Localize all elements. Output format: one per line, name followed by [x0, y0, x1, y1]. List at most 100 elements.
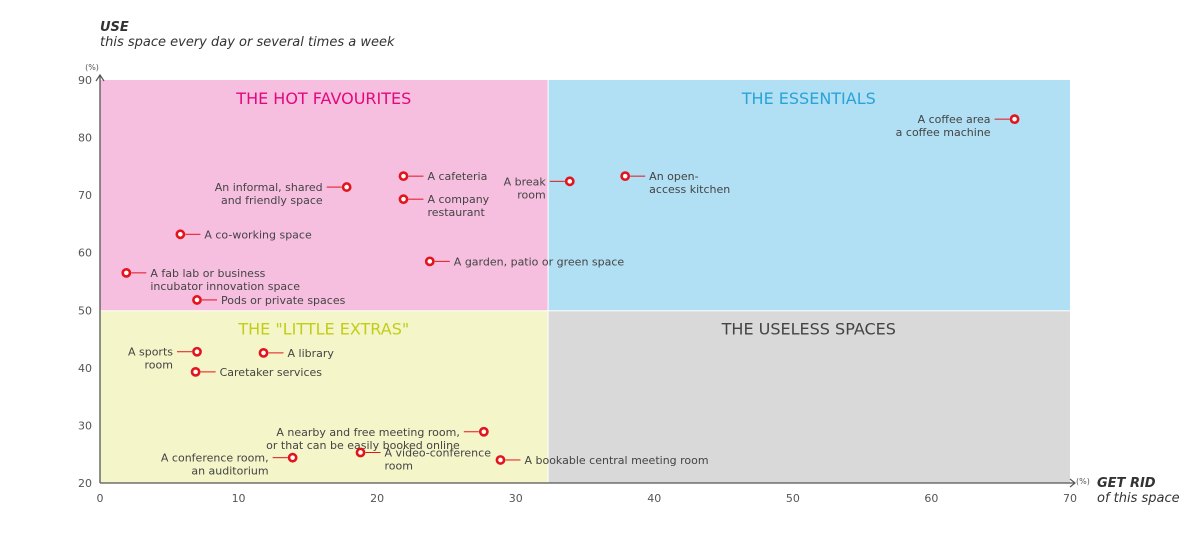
point-label: An informal, shared and friendly space	[215, 181, 323, 207]
y-axis-unit: (%)	[85, 63, 99, 72]
point-label-line: a coffee machine	[896, 126, 991, 139]
y-tick-label: 20	[78, 477, 92, 490]
quadrant-title: THE ESSENTIALS	[741, 89, 876, 108]
point-label-line: or that can be easily booked online	[266, 439, 460, 452]
data-point: A conference room, an auditorium	[161, 452, 298, 478]
point-label-line: Caretaker services	[220, 366, 323, 379]
point-label-line: room	[517, 188, 545, 201]
point-label: A coffee area a coffee machine	[896, 113, 991, 139]
data-point: An open-access kitchen	[620, 170, 730, 196]
point-label: An open-access kitchen	[649, 170, 730, 196]
data-point: A break room	[504, 175, 575, 201]
x-tick-label: 30	[509, 492, 523, 505]
point-label-line: A company	[427, 193, 489, 206]
point-label: Pods or private spaces	[221, 294, 346, 307]
data-point: Caretaker services	[190, 366, 323, 379]
y-tick-label: 90	[78, 74, 92, 87]
point-marker	[424, 256, 435, 267]
point-label-line: A bookable central meeting room	[524, 454, 708, 467]
point-label-line: Pods or private spaces	[221, 294, 346, 307]
y-axis-title-main: USE	[100, 20, 129, 35]
point-label: A conference room, an auditorium	[161, 452, 269, 478]
point-label-line: A cafeteria	[427, 170, 487, 183]
y-tick-label: 40	[78, 362, 92, 375]
point-marker	[478, 426, 489, 437]
x-tick-label: 40	[647, 492, 661, 505]
x-axis-title: GET RID of this space	[1097, 476, 1180, 506]
quadrant-background	[100, 80, 548, 311]
point-marker	[287, 452, 298, 463]
point-label-line: A co-working space	[204, 228, 312, 241]
data-point: An informal, shared and friendly space	[215, 181, 352, 207]
point-label: A sports room	[128, 346, 173, 372]
point-label-line: A video-conference	[385, 446, 492, 459]
point-marker	[398, 171, 409, 182]
point-label: A nearby and free meeting room, or that c…	[266, 426, 460, 452]
point-label: A garden, patio or green space	[454, 255, 625, 268]
point-marker	[495, 455, 506, 465]
data-point: A fab lab or business incubator innovatio…	[121, 267, 300, 293]
data-point: A cafeteria	[398, 170, 487, 183]
quadrant-background	[548, 80, 1070, 311]
x-axis-title-sub: of this space	[1097, 491, 1180, 506]
point-marker	[620, 171, 631, 182]
point-label: A co-working space	[204, 228, 312, 241]
point-label-line: A library	[288, 347, 335, 360]
point-marker	[398, 194, 409, 205]
point-label-line: A coffee area	[918, 113, 991, 126]
point-label-line: access kitchen	[649, 183, 730, 196]
point-marker	[192, 295, 202, 305]
y-axis-arrow-icon	[95, 73, 105, 82]
point-label-line: An open-	[649, 170, 698, 183]
point-label: A library	[288, 347, 335, 360]
quadrant-title: THE HOT FAVOURITES	[235, 89, 411, 108]
data-point: A garden, patio or green space	[424, 255, 625, 268]
quadrant-background	[100, 311, 548, 483]
point-label-line: A garden, patio or green space	[454, 255, 625, 268]
x-axis-arrow-icon	[1069, 478, 1076, 488]
point-label: A cafeteria	[427, 170, 487, 183]
point-label: A bookable central meeting room	[524, 454, 708, 467]
point-label-line: an auditorium	[191, 465, 268, 478]
data-point: A bookable central meeting room	[495, 454, 709, 467]
point-label-line: A sports	[128, 346, 173, 359]
x-tick-label: 60	[924, 492, 938, 505]
x-tick-label: 70	[1063, 492, 1077, 505]
quadrant-title: THE USELESS SPACES	[721, 319, 896, 338]
point-label: A break room	[504, 175, 547, 201]
point-label-line: incubator innovation space	[150, 280, 300, 293]
data-point: A nearby and free meeting room, or that c…	[266, 426, 489, 452]
point-label-line: and friendly space	[221, 194, 323, 207]
point-label-line: An informal, shared	[215, 181, 323, 194]
point-marker	[121, 267, 132, 278]
point-label: A video-conference room	[385, 446, 492, 472]
x-tick-label: 10	[232, 492, 246, 505]
data-point: A video-conference room	[355, 446, 492, 472]
point-label-line: room	[145, 359, 173, 372]
x-axis-title-main: GET RID	[1097, 476, 1156, 491]
point-marker	[1009, 114, 1020, 125]
x-tick-label: 20	[370, 492, 384, 505]
point-marker	[190, 366, 201, 377]
x-axis-unit: (%)	[1076, 477, 1090, 486]
y-axis-title: USE this space every day or several time…	[100, 20, 395, 50]
point-marker	[258, 347, 269, 358]
y-tick-label: 30	[78, 419, 92, 432]
data-point: A sports room	[128, 346, 202, 372]
y-tick-label: 70	[78, 189, 92, 202]
y-axis-title-sub: this space every day or several times a …	[100, 35, 395, 50]
y-tick-label: 50	[78, 304, 92, 317]
x-tick-label: 50	[786, 492, 800, 505]
point-label: Caretaker services	[220, 366, 323, 379]
data-point: A company restaurant	[398, 193, 490, 219]
y-tick-label: 80	[78, 132, 92, 145]
point-label-line: room	[385, 459, 413, 472]
quadrant-background	[548, 311, 1070, 483]
quadrant-title: THE "LITTLE EXTRAS"	[237, 319, 409, 338]
y-tick-label: 60	[78, 247, 92, 260]
data-point: A co-working space	[175, 228, 312, 241]
point-marker	[341, 182, 352, 192]
point-label-line: A break	[504, 175, 547, 188]
